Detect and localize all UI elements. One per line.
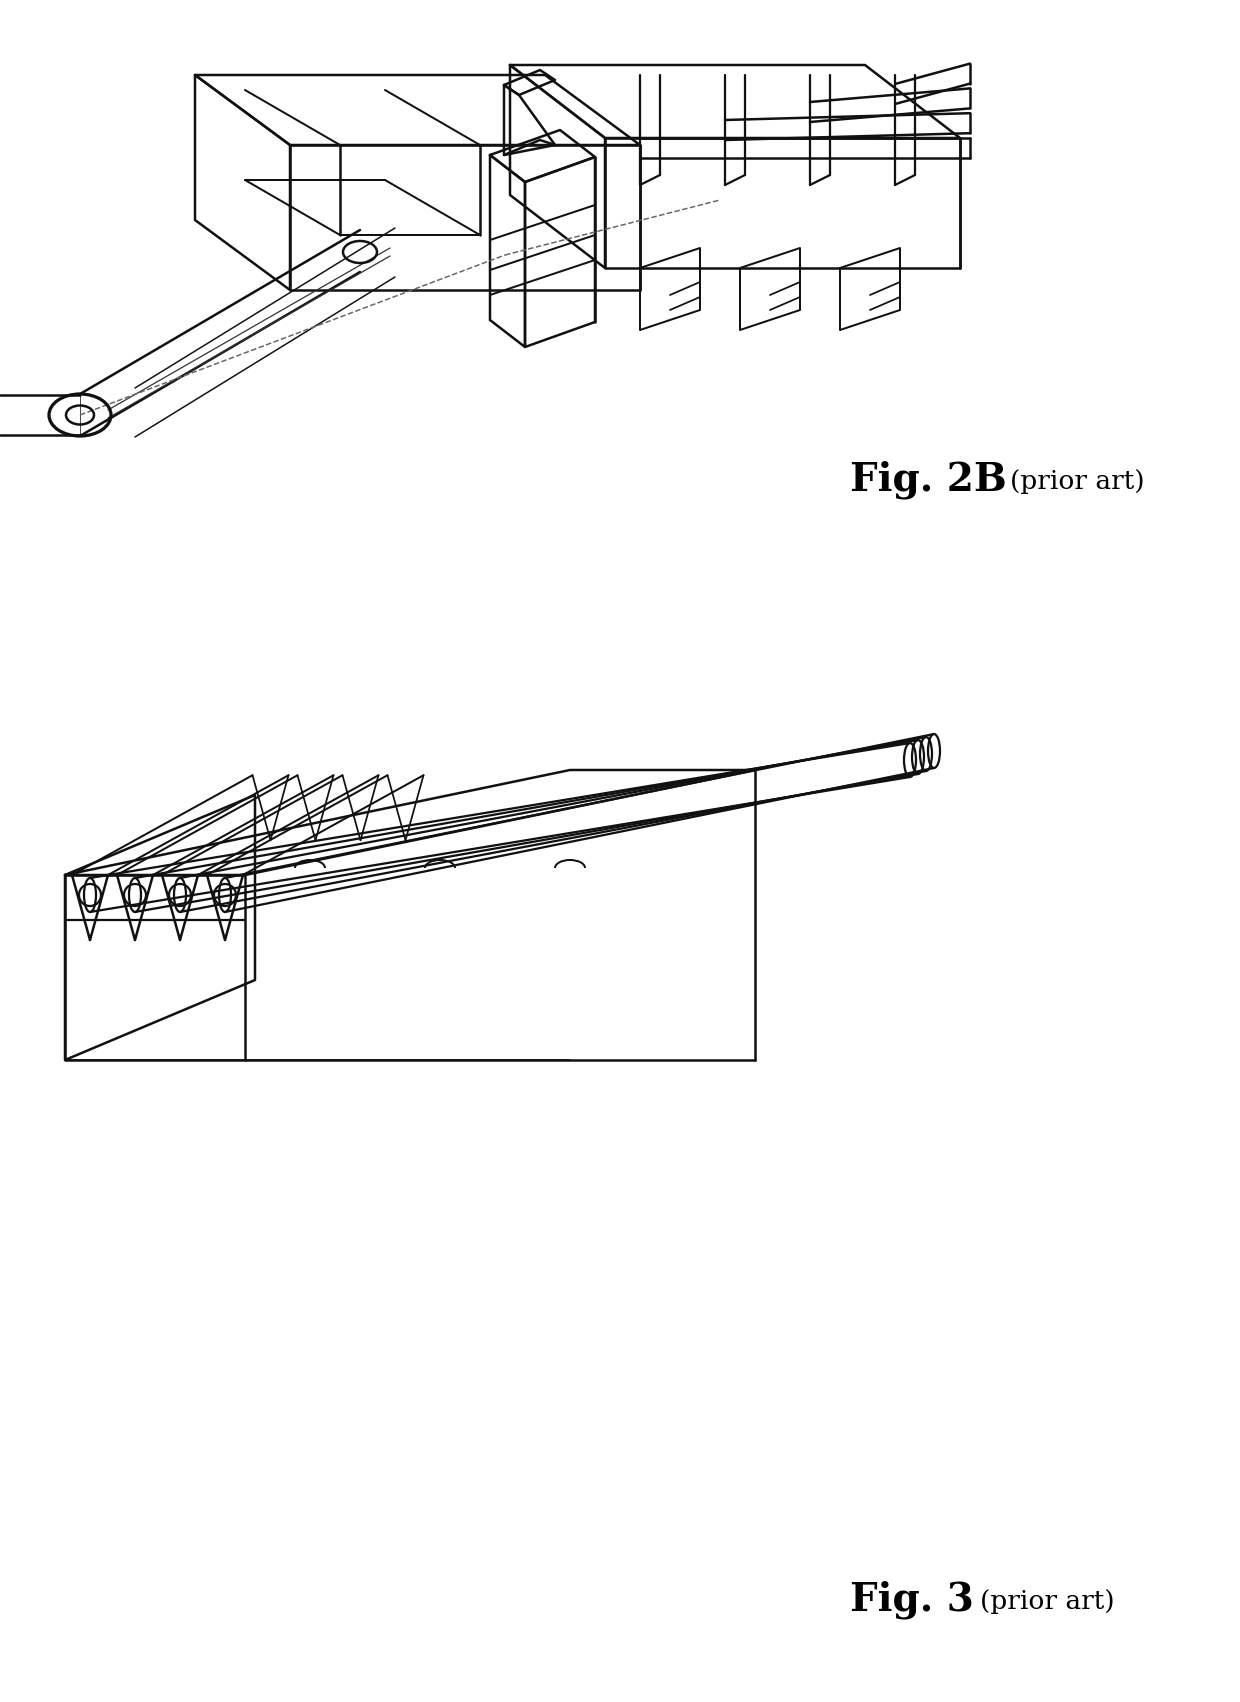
Text: (prior art): (prior art): [1011, 470, 1145, 495]
Text: (prior art): (prior art): [980, 1590, 1115, 1615]
Text: Fig. 2B: Fig. 2B: [849, 461, 1007, 499]
Text: Fig. 3: Fig. 3: [849, 1581, 973, 1619]
